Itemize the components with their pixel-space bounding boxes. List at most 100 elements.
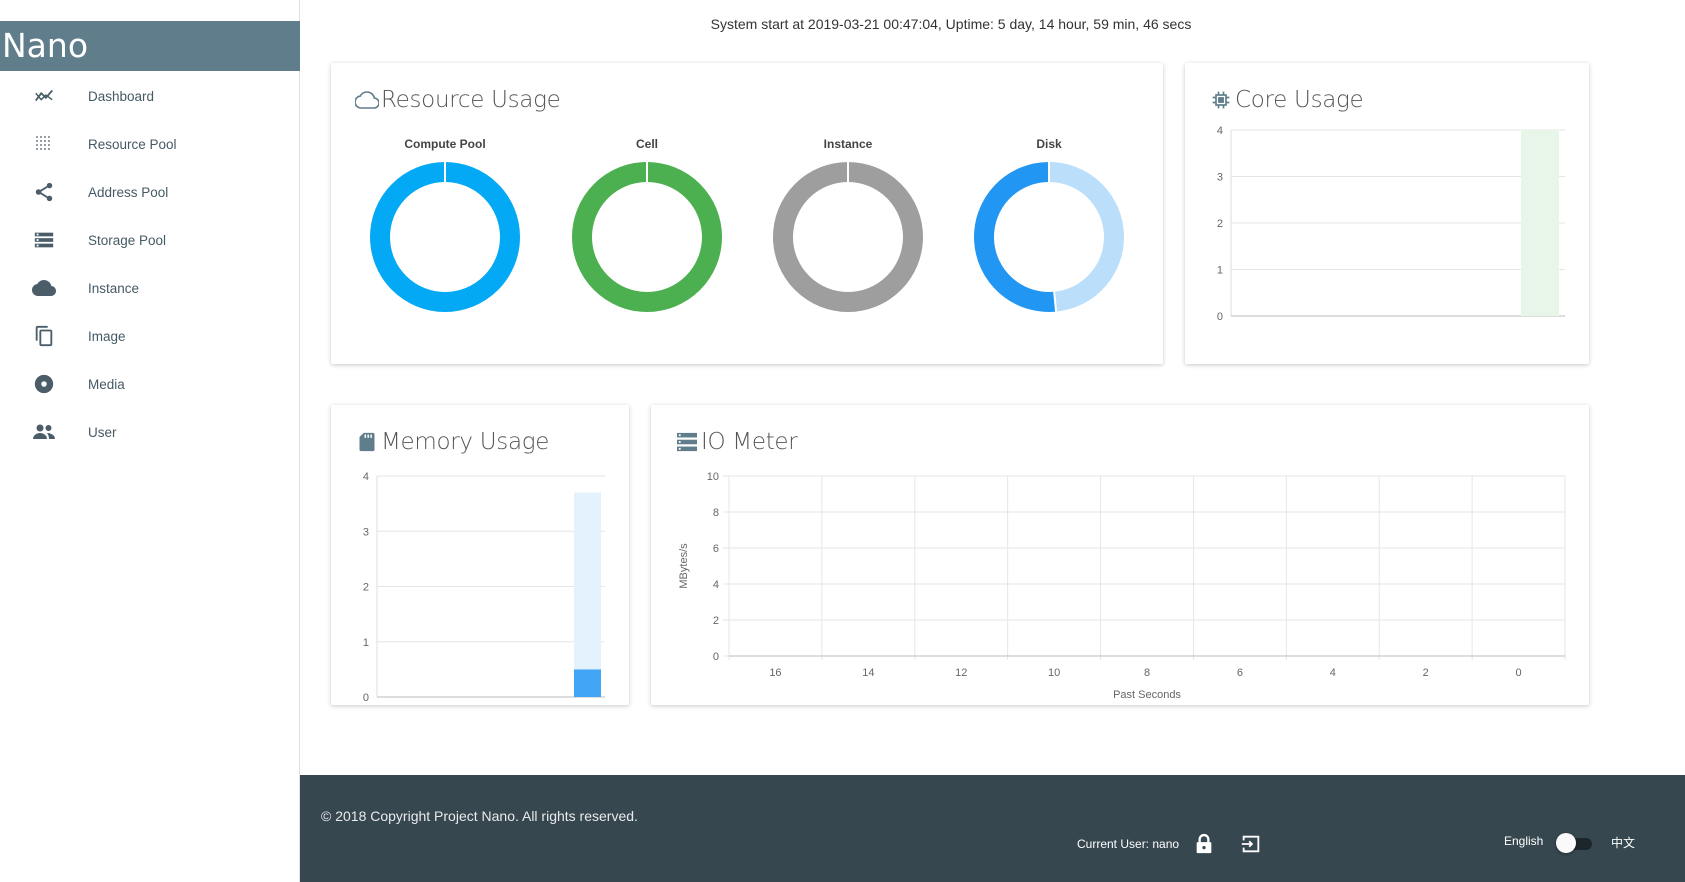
y-tick-label: 1 xyxy=(363,637,369,649)
language-toggle[interactable] xyxy=(1556,832,1594,854)
y-tick-label: 2 xyxy=(713,615,719,627)
sidebar-item-image[interactable]: Image xyxy=(0,316,300,356)
bar xyxy=(1521,130,1559,316)
x-tick-label: 16 xyxy=(769,667,781,679)
io-meter-title: IO Meter xyxy=(675,429,798,455)
donut-segment xyxy=(773,162,923,312)
y-axis-label: MBytes/s xyxy=(678,543,690,589)
copy-icon xyxy=(32,324,56,348)
sidebar-item-resource-pool[interactable]: Resource Pool xyxy=(0,124,300,164)
x-tick-label: 6 xyxy=(1237,667,1243,679)
x-tick-label: 0 xyxy=(1515,667,1521,679)
sidebar-item-label: Address Pool xyxy=(88,184,169,200)
sidebar-item-label: Instance xyxy=(88,280,140,296)
sd-card-icon xyxy=(355,430,379,454)
share-icon xyxy=(32,180,56,204)
y-tick-label: 10 xyxy=(707,471,719,483)
donut-cell: Cell xyxy=(567,137,727,322)
x-tick-label: 4 xyxy=(1330,667,1336,679)
y-tick-label: 8 xyxy=(713,507,719,519)
x-axis-label: Past Seconds xyxy=(1113,689,1181,701)
io-meter-chart: 0 2 4 6 8 10 16 14 12 10 8 6 4 2 0 Past Seconds MBytes/s xyxy=(678,471,1566,701)
sidebar-item-label: Resource Pool xyxy=(88,136,177,152)
cloud-icon xyxy=(32,276,56,300)
bar xyxy=(574,669,601,697)
toggle-knob xyxy=(1556,833,1576,853)
sidebar-item-dashboard[interactable]: Dashboard xyxy=(0,76,300,116)
sidebar-item-label: Image xyxy=(88,328,126,344)
core-usage-title: Core Usage xyxy=(1209,87,1364,113)
donut-segment xyxy=(974,162,1057,312)
trending-icon xyxy=(32,84,56,108)
x-tick-label: 2 xyxy=(1423,667,1429,679)
y-tick-label: 3 xyxy=(1217,172,1223,184)
language-english-label: English xyxy=(1504,834,1544,848)
donut-label: Instance xyxy=(823,137,873,151)
footer: © 2018 Copyright Project Nano. All right… xyxy=(300,775,1685,882)
donut-label: Compute Pool xyxy=(404,137,486,151)
x-tick-label: 10 xyxy=(1048,667,1060,679)
resource-usage-title: Resource Usage xyxy=(355,87,561,113)
y-tick-label: 6 xyxy=(713,543,719,555)
main-content: System start at 2019-03-21 00:47:04, Upt… xyxy=(301,0,1685,775)
donut-compute-pool: Compute Pool xyxy=(365,137,525,322)
donut-disk: Disk xyxy=(969,137,1129,322)
donut-label: Cell xyxy=(635,137,658,151)
donut-separator xyxy=(1053,291,1058,312)
y-tick-label: 2 xyxy=(363,582,369,594)
card-title-text: Core Usage xyxy=(1235,87,1364,113)
grid-dots-icon xyxy=(32,132,56,156)
core-usage-chart: 0 1 2 3 4 xyxy=(1217,125,1565,323)
donut-chart xyxy=(773,162,923,312)
y-tick-label: 4 xyxy=(1217,125,1223,137)
copyright-text: © 2018 Copyright Project Nano. All right… xyxy=(321,808,638,824)
storage-icon xyxy=(32,228,56,252)
lock-icon[interactable] xyxy=(1193,833,1215,855)
sidebar-item-label: Storage Pool xyxy=(88,232,167,248)
sidebar-item-address-pool[interactable]: Address Pool xyxy=(0,172,300,212)
core-usage-card: Core Usage 0 1 2 3 4 xyxy=(1185,63,1589,364)
memory-usage-title: Memory Usage xyxy=(355,429,549,455)
y-tick-label: 4 xyxy=(713,579,719,591)
brand-title: Nano xyxy=(0,21,300,71)
sidebar-item-instance[interactable]: Instance xyxy=(0,268,300,308)
people-icon xyxy=(32,420,56,444)
y-tick-label: 1 xyxy=(1217,265,1223,277)
chip-icon xyxy=(1209,88,1233,112)
bar xyxy=(574,492,601,670)
donut-chart xyxy=(370,162,520,312)
server-icon xyxy=(675,430,699,454)
sidebar-item-media[interactable]: Media xyxy=(0,364,300,404)
donut-instance: Instance xyxy=(768,137,928,322)
donut-chart xyxy=(572,162,722,312)
y-tick-label: 0 xyxy=(713,651,719,663)
card-title-text: Resource Usage xyxy=(381,87,561,113)
x-tick-label: 12 xyxy=(955,667,967,679)
language-chinese-label: 中文 xyxy=(1611,836,1636,850)
memory-usage-card: Memory Usage 0 1 2 3 4 xyxy=(331,405,629,705)
y-tick-label: 0 xyxy=(363,692,369,704)
sidebar-item-storage-pool[interactable]: Storage Pool xyxy=(0,220,300,260)
memory-usage-chart: 0 1 2 3 4 xyxy=(363,471,605,704)
logout-icon[interactable] xyxy=(1240,833,1262,855)
card-title-text: IO Meter xyxy=(701,429,798,455)
sidebar-item-label: User xyxy=(88,424,117,440)
io-meter-card: IO Meter 0 2 4 6 8 10 16 14 12 10 8 6 4 2 0 Past Second… xyxy=(651,405,1589,705)
donut-chart xyxy=(974,162,1124,312)
y-tick-label: 0 xyxy=(1217,311,1223,323)
donut-segment xyxy=(572,162,722,312)
donut-segment xyxy=(370,162,520,312)
system-status: System start at 2019-03-21 00:47:04, Upt… xyxy=(710,16,1192,32)
y-tick-label: 3 xyxy=(363,526,369,538)
current-user-label: Current User: nano xyxy=(1077,837,1180,851)
disc-icon xyxy=(32,372,56,396)
resource-usage-card: Resource Usage Compute Pool Cell Instanc… xyxy=(331,63,1163,364)
donut-segment xyxy=(1048,162,1124,312)
sidebar-item-label: Media xyxy=(88,376,125,392)
y-tick-label: 4 xyxy=(363,471,369,483)
sidebar-item-label: Dashboard xyxy=(88,88,155,104)
y-tick-label: 2 xyxy=(1217,218,1223,230)
donut-label: Disk xyxy=(1036,137,1062,151)
cloud-outline-icon xyxy=(355,88,379,112)
sidebar-item-user[interactable]: User xyxy=(0,412,300,452)
